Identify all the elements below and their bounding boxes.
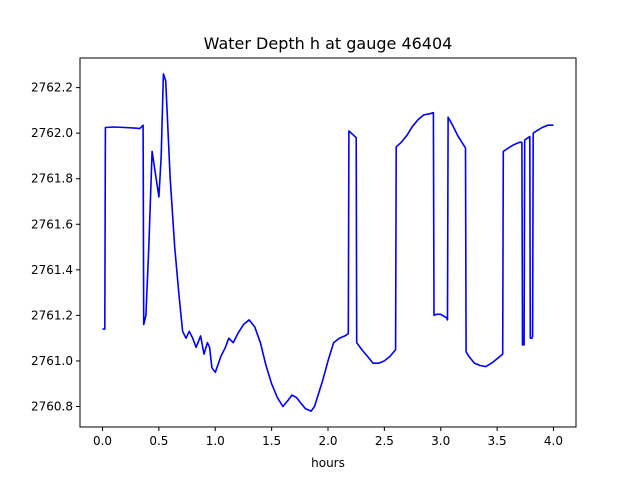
x-tick-label: 2.5	[375, 434, 394, 448]
y-tick-label: 2762.0	[31, 126, 73, 140]
chart-title: Water Depth h at gauge 46404	[204, 34, 453, 53]
x-tick-label: 1.5	[262, 434, 281, 448]
y-tick-label: 2761.2	[31, 308, 73, 322]
x-tick-label: 0.0	[93, 434, 112, 448]
series-line-1	[102, 73, 554, 412]
y-tick-label: 2762.2	[31, 81, 73, 95]
y-tick-label: 2761.8	[31, 172, 73, 186]
x-axis-label: hours	[311, 456, 345, 470]
y-tick-label: 2761.6	[31, 217, 73, 231]
plot-area	[102, 73, 554, 412]
x-tick-label: 3.0	[431, 434, 450, 448]
y-tick-label: 2761.0	[31, 354, 73, 368]
axes: 0.0 0.5 1.0 1.5 2.0 2.5 3.0 3.5 4.0 2760.8 2761.0 2…	[31, 57, 577, 448]
x-tick-label: 1.0	[206, 434, 225, 448]
y-tick-label: 2760.8	[31, 400, 73, 414]
x-tick-label: 3.5	[488, 434, 507, 448]
y-tick-label: 2761.4	[31, 263, 73, 277]
x-tick-label: 4.0	[544, 434, 563, 448]
x-tick-label: 2.0	[318, 434, 337, 448]
x-tick-label: 0.5	[149, 434, 168, 448]
